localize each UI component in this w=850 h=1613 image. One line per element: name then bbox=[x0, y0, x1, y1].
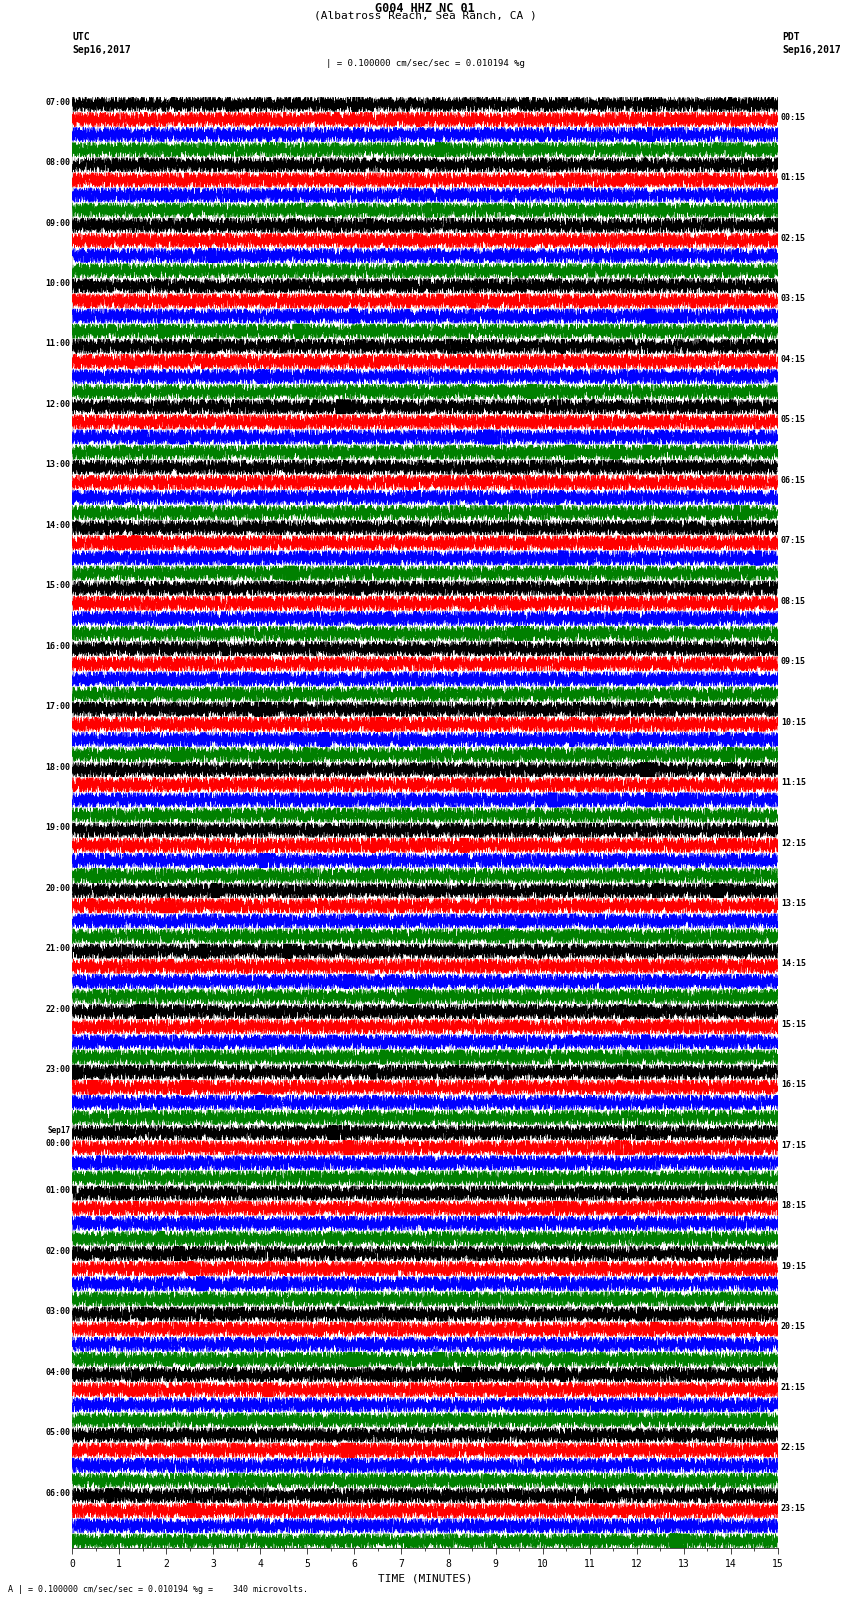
Text: 13:15: 13:15 bbox=[781, 898, 806, 908]
Text: 13:00: 13:00 bbox=[46, 460, 71, 469]
Text: Sep16,2017: Sep16,2017 bbox=[72, 45, 131, 55]
Text: Sep17: Sep17 bbox=[48, 1126, 71, 1136]
Text: 07:00: 07:00 bbox=[46, 97, 71, 106]
Text: 21:00: 21:00 bbox=[46, 944, 71, 953]
Text: 19:15: 19:15 bbox=[781, 1261, 806, 1271]
Text: 14:15: 14:15 bbox=[781, 960, 806, 968]
Text: 15:00: 15:00 bbox=[46, 581, 71, 590]
Text: 20:15: 20:15 bbox=[781, 1323, 806, 1331]
Text: 18:00: 18:00 bbox=[46, 763, 71, 773]
Text: 03:00: 03:00 bbox=[46, 1307, 71, 1316]
Text: 06:15: 06:15 bbox=[781, 476, 806, 484]
Text: 12:00: 12:00 bbox=[46, 400, 71, 410]
Text: A | = 0.100000 cm/sec/sec = 0.010194 %g =    340 microvolts.: A | = 0.100000 cm/sec/sec = 0.010194 %g … bbox=[8, 1584, 309, 1594]
Text: 09:00: 09:00 bbox=[46, 218, 71, 227]
Text: 21:15: 21:15 bbox=[781, 1382, 806, 1392]
Text: 08:15: 08:15 bbox=[781, 597, 806, 605]
Text: 05:15: 05:15 bbox=[781, 415, 806, 424]
Text: 11:15: 11:15 bbox=[781, 777, 806, 787]
Text: 19:00: 19:00 bbox=[46, 823, 71, 832]
Text: 04:15: 04:15 bbox=[781, 355, 806, 363]
Text: UTC: UTC bbox=[72, 32, 90, 42]
Text: 00:00: 00:00 bbox=[46, 1139, 71, 1148]
Text: 17:15: 17:15 bbox=[781, 1140, 806, 1150]
Text: 22:15: 22:15 bbox=[781, 1444, 806, 1452]
Text: Sep16,2017: Sep16,2017 bbox=[782, 45, 841, 55]
Text: 17:00: 17:00 bbox=[46, 702, 71, 711]
Text: 07:15: 07:15 bbox=[781, 536, 806, 545]
Text: 06:00: 06:00 bbox=[46, 1489, 71, 1498]
X-axis label: TIME (MINUTES): TIME (MINUTES) bbox=[377, 1573, 473, 1582]
Text: 14:00: 14:00 bbox=[46, 521, 71, 531]
Text: PDT: PDT bbox=[782, 32, 800, 42]
Text: 08:00: 08:00 bbox=[46, 158, 71, 168]
Text: 03:15: 03:15 bbox=[781, 294, 806, 303]
Text: 11:00: 11:00 bbox=[46, 339, 71, 348]
Text: 16:00: 16:00 bbox=[46, 642, 71, 652]
Text: 05:00: 05:00 bbox=[46, 1428, 71, 1437]
Text: 00:15: 00:15 bbox=[781, 113, 806, 121]
Text: 12:15: 12:15 bbox=[781, 839, 806, 847]
Text: 18:15: 18:15 bbox=[781, 1202, 806, 1210]
Text: 16:15: 16:15 bbox=[781, 1081, 806, 1089]
Text: 04:00: 04:00 bbox=[46, 1368, 71, 1378]
Text: 20:00: 20:00 bbox=[46, 884, 71, 894]
Text: 10:00: 10:00 bbox=[46, 279, 71, 289]
Text: 22:00: 22:00 bbox=[46, 1005, 71, 1015]
Text: 23:00: 23:00 bbox=[46, 1065, 71, 1074]
Text: G004 HHZ NC 01: G004 HHZ NC 01 bbox=[375, 3, 475, 16]
Text: | = 0.100000 cm/sec/sec = 0.010194 %g: | = 0.100000 cm/sec/sec = 0.010194 %g bbox=[326, 58, 524, 68]
Text: (Albatross Reach, Sea Ranch, CA ): (Albatross Reach, Sea Ranch, CA ) bbox=[314, 11, 536, 21]
Text: 02:00: 02:00 bbox=[46, 1247, 71, 1257]
Text: 15:15: 15:15 bbox=[781, 1019, 806, 1029]
Text: 10:15: 10:15 bbox=[781, 718, 806, 726]
Text: 01:15: 01:15 bbox=[781, 173, 806, 182]
Text: 01:00: 01:00 bbox=[46, 1186, 71, 1195]
Text: 09:15: 09:15 bbox=[781, 656, 806, 666]
Text: 02:15: 02:15 bbox=[781, 234, 806, 242]
Text: 23:15: 23:15 bbox=[781, 1503, 806, 1513]
